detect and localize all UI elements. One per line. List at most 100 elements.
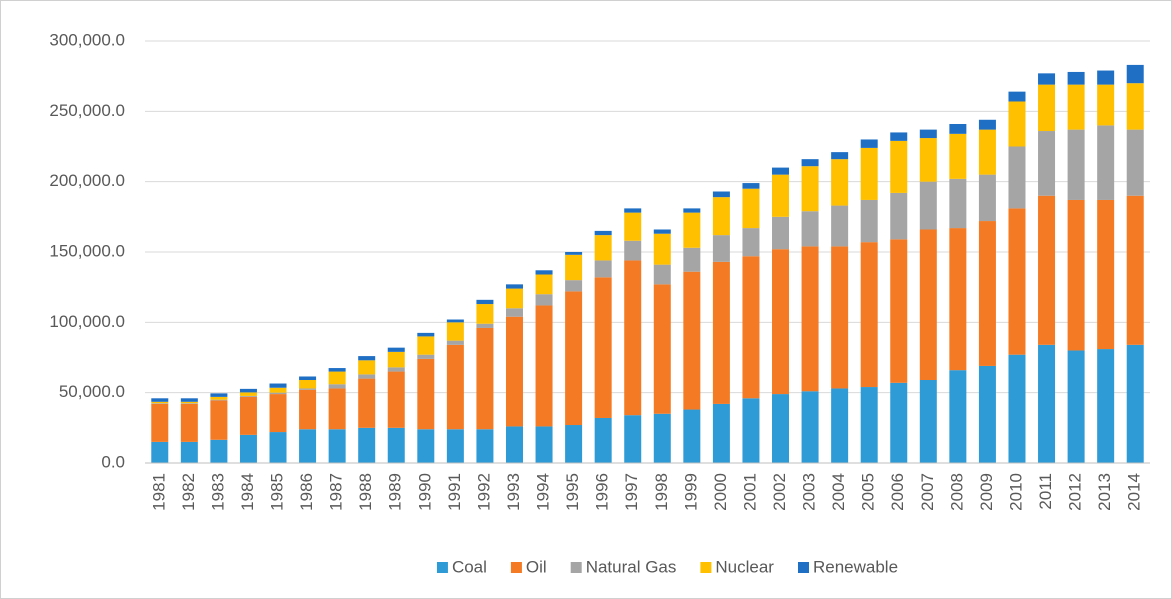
- bar-segment: [949, 178, 967, 229]
- bar-segment: [978, 365, 996, 463]
- bar-segment: [180, 398, 198, 402]
- bar-segment: [742, 183, 760, 189]
- bar-segment: [594, 417, 612, 463]
- bar-segment: [476, 299, 494, 305]
- bar-segment: [860, 242, 878, 388]
- bar-segment: [683, 212, 701, 248]
- bar-segment: [653, 264, 671, 285]
- x-tick-label: 1996: [593, 473, 612, 511]
- x-tick-label: 1993: [504, 473, 523, 511]
- bar-segment: [594, 260, 612, 278]
- bar-segment: [328, 429, 346, 463]
- bar-segment: [1126, 344, 1144, 463]
- bar-segment: [328, 368, 346, 372]
- bar-segment: [653, 233, 671, 265]
- bar-segment: [269, 383, 287, 388]
- bar-segment: [1126, 64, 1144, 84]
- bar-segment: [358, 374, 376, 379]
- bar-segment: [890, 239, 908, 383]
- bar-segment: [328, 388, 346, 430]
- x-tick-label: 2006: [888, 473, 907, 511]
- x-tick-label: 1992: [474, 473, 493, 511]
- bar-segment: [446, 340, 464, 345]
- bar-segment: [772, 167, 790, 175]
- x-tick-label: 1995: [563, 473, 582, 511]
- bar-segment: [949, 228, 967, 371]
- legend-label: Renewable: [813, 557, 898, 576]
- bar-segment: [712, 235, 730, 262]
- bar-segment: [151, 403, 169, 404]
- bar-segment: [446, 319, 464, 323]
- bar-segment: [1067, 199, 1085, 351]
- x-tick-label: 1984: [238, 473, 257, 511]
- bar-segment: [712, 197, 730, 236]
- bar-segment: [978, 221, 996, 366]
- bar-segment: [180, 403, 198, 442]
- y-tick-label: 200,000.0: [49, 171, 125, 190]
- bar-segment: [890, 382, 908, 463]
- bar-segment: [683, 271, 701, 410]
- bar-segment: [269, 387, 287, 393]
- x-tick-label: 1998: [652, 473, 671, 511]
- bar-segment: [712, 191, 730, 198]
- bar-segment: [919, 138, 937, 182]
- bar-segment: [210, 396, 228, 400]
- bar-segment: [742, 228, 760, 257]
- bar-segment: [1097, 199, 1115, 350]
- bar-segment: [565, 291, 583, 426]
- x-tick-label: 2009: [977, 473, 996, 511]
- x-tick-label: 1990: [415, 473, 434, 511]
- bar-segment: [1126, 129, 1144, 196]
- bar-segment: [683, 247, 701, 272]
- legend-swatch: [700, 562, 712, 573]
- legend-label: Oil: [526, 557, 547, 576]
- bar-segment: [151, 401, 169, 404]
- bar-segment: [1097, 70, 1115, 85]
- legend-swatch: [510, 562, 522, 573]
- bar-segment: [565, 425, 583, 463]
- bar-segment: [831, 246, 849, 389]
- bar-segment: [831, 388, 849, 463]
- x-tick-label: 1985: [267, 473, 286, 511]
- x-tick-label: 2001: [740, 473, 759, 511]
- bar-segment: [1008, 354, 1026, 463]
- bar-segment: [387, 351, 405, 368]
- bar-segment: [860, 147, 878, 200]
- bar-segment: [180, 441, 198, 463]
- bar-segment: [919, 229, 937, 381]
- x-tick-label: 2004: [829, 473, 848, 511]
- bar-segment: [387, 427, 405, 463]
- bar-segment: [299, 388, 317, 390]
- x-tick-label: 1981: [149, 473, 168, 511]
- bar-segment: [239, 392, 257, 396]
- bar-segment: [624, 240, 642, 261]
- bar-segment: [535, 270, 553, 275]
- bar-segment: [505, 308, 523, 317]
- bar-segment: [239, 434, 257, 463]
- x-tick-label: 1988: [356, 473, 375, 511]
- x-tick-label: 2011: [1036, 473, 1055, 510]
- bar-segment: [505, 284, 523, 289]
- bar-segment: [328, 384, 346, 389]
- bar-segment: [210, 400, 228, 440]
- bar-segment: [151, 441, 169, 463]
- bar-segment: [742, 256, 760, 399]
- bar-segment: [801, 166, 819, 212]
- bar-segment: [919, 380, 937, 463]
- x-tick-label: 2005: [859, 473, 878, 511]
- bar-segment: [239, 395, 257, 397]
- bar-segment: [860, 139, 878, 148]
- bar-segment: [387, 347, 405, 352]
- legend-label: Natural Gas: [586, 557, 677, 576]
- bar-segment: [1126, 195, 1144, 345]
- bar-segment: [239, 388, 257, 393]
- bar-segment: [417, 332, 435, 337]
- bar-segment: [1097, 349, 1115, 463]
- bar-segment: [742, 398, 760, 463]
- y-tick-label: 0.0: [101, 452, 125, 471]
- y-tick-label: 250,000.0: [49, 101, 125, 120]
- bar-segment: [949, 123, 967, 134]
- bar-segment: [476, 323, 494, 328]
- bar-segment: [417, 336, 435, 355]
